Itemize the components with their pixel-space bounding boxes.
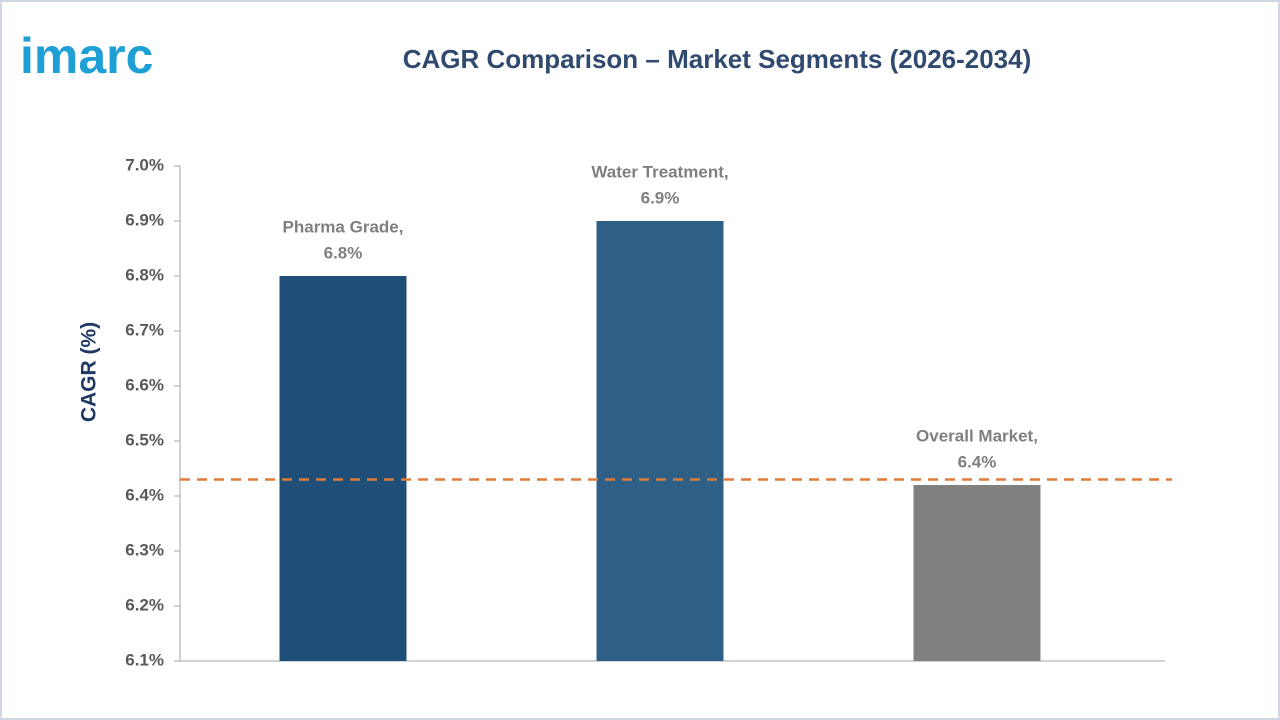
y-axis-title: CAGR (%) [78, 322, 101, 422]
bar [279, 276, 407, 661]
chart-title: CAGR Comparison – Market Segments (2026-… [403, 44, 1032, 74]
y-tick-label: 6.5% [125, 430, 164, 449]
y-tick-label: 6.2% [125, 595, 164, 614]
y-tick-label: 6.4% [125, 485, 164, 504]
y-tick-label: 6.7% [125, 320, 164, 339]
y-tick-label: 6.1% [125, 650, 164, 669]
bar [913, 485, 1041, 661]
logo: imarc [20, 28, 153, 84]
y-tick-label: 6.9% [125, 210, 164, 229]
y-tick-label: 6.8% [125, 265, 164, 284]
y-tick-label: 7.0% [125, 155, 164, 174]
data-label-value: 6.8% [324, 243, 363, 262]
data-label-value: 6.9% [641, 188, 680, 207]
data-label-category: Overall Market, [916, 426, 1038, 445]
data-label-category: Pharma Grade, [283, 217, 404, 236]
y-tick-label: 6.3% [125, 540, 164, 559]
y-tick-label: 6.6% [125, 375, 164, 394]
bar [596, 221, 724, 661]
data-label-category: Water Treatment, [591, 162, 728, 181]
data-label-value: 6.4% [958, 452, 997, 471]
